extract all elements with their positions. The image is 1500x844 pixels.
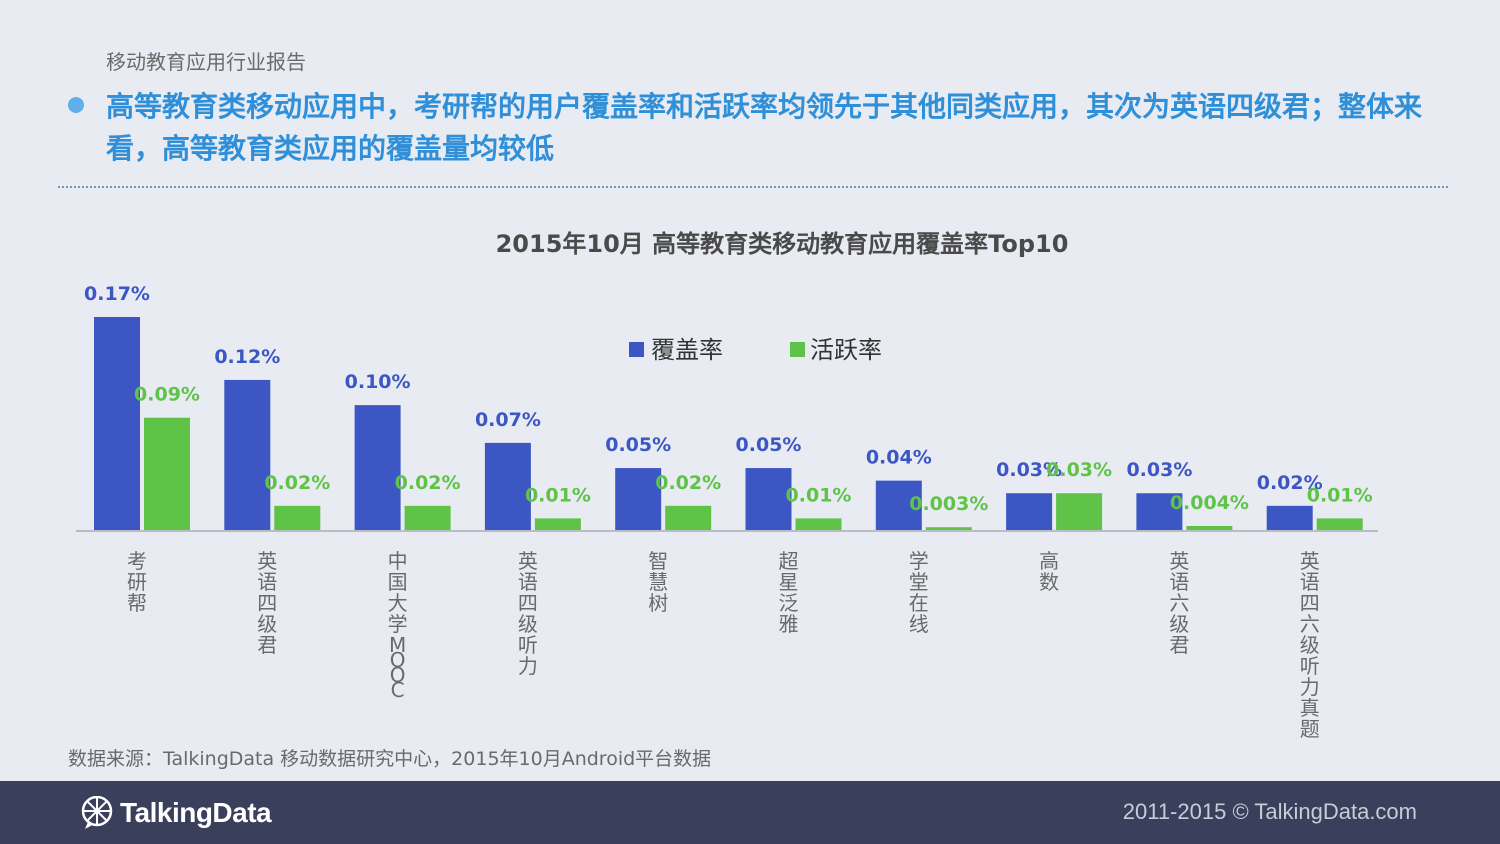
legend-label-coverage: 覆盖率 [651, 336, 723, 364]
data-label-coverage-7: 0.03% [996, 459, 1062, 481]
x-axis-categories: 考研帮 英语四级君 中国大学 M O O C 英语四级听力 智慧树 超星泛雅 学堂在线 高数 英语六级君… [127, 549, 1320, 741]
data-label-coverage-4: 0.05% [605, 434, 671, 456]
category-label-7: 高数 [1039, 549, 1059, 594]
legend-swatch-activity [790, 342, 805, 357]
talkingdata-logo-icon [81, 796, 113, 829]
legend-swatch-coverage [629, 342, 644, 357]
divider [58, 186, 1448, 188]
data-label-activity-8: 0.004% [1170, 492, 1249, 514]
data-label-activity-1: 0.02% [264, 472, 330, 494]
data-label-activity-9: 0.01% [1307, 484, 1373, 506]
bar-chart: 2015年10月 高等教育类移动教育应用覆盖率Top10 覆盖率 活跃率 0.1… [76, 230, 1378, 741]
bar-activity-5 [795, 518, 842, 531]
data-label-coverage-9: 0.02% [1257, 472, 1323, 494]
footer: TalkingData 2011-2015 © TalkingData.com [0, 781, 1500, 844]
data-label-activity-4: 0.02% [655, 472, 721, 494]
bar-activity-8 [1186, 525, 1233, 531]
data-label-coverage-6: 0.04% [866, 447, 932, 469]
bar-coverage-1 [224, 379, 271, 531]
category-label-2: 中国大学 M O O C [388, 549, 408, 702]
page-headline: 高等教育类移动应用中，考研帮的用户覆盖率和活跃率均领先于其他同类应用，其次为英语… [106, 90, 1423, 165]
bar-coverage-8 [1136, 493, 1183, 531]
bar-coverage-2 [354, 405, 401, 531]
chart-title: 2015年10月 高等教育类移动教育应用覆盖率Top10 [496, 230, 1069, 258]
category-label-6: 学堂在线 [909, 549, 929, 636]
data-label-coverage-1: 0.12% [214, 346, 280, 368]
data-label-activity-3: 0.01% [525, 484, 591, 506]
category-label-8: 英语六级君 [1169, 549, 1189, 657]
bar-coverage-3 [484, 442, 531, 531]
chart-legend: 覆盖率 活跃率 [629, 336, 882, 364]
report-label: 移动教育应用行业报告 [106, 50, 306, 74]
category-label-5: 超星泛雅 [779, 549, 799, 636]
footer-logo: TalkingData [80, 795, 272, 831]
bar-activity-6 [925, 527, 972, 531]
data-label-activity-2: 0.02% [395, 472, 461, 494]
data-label-activity-7: 0.03% [1046, 459, 1112, 481]
data-label-activity-5: 0.01% [786, 484, 852, 506]
data-label-coverage-8: 0.03% [1126, 459, 1192, 481]
data-label-coverage-3: 0.07% [475, 409, 541, 431]
copyright-text: 2011-2015 © TalkingData.com [1122, 799, 1417, 824]
bar-coverage-6 [875, 480, 922, 531]
bar-coverage-0 [94, 317, 140, 531]
bar-coverage-4 [615, 468, 662, 531]
bar-activity-0 [144, 417, 190, 531]
category-label-1: 英语四级君 [257, 549, 277, 657]
bar-activity-1 [274, 505, 321, 531]
bar-activity-9 [1316, 518, 1363, 531]
category-label-3: 英语四级听力 [518, 549, 538, 678]
bullet-icon [68, 97, 84, 113]
category-label-9: 英语四六级听力真题 [1300, 549, 1320, 741]
chart-bars: 0.17% 0.09% 0.12% 0.02% 0.10% 0.02% 0.07% 0.01%… [84, 283, 1373, 531]
data-label-coverage-5: 0.05% [736, 434, 802, 456]
bar-activity-7 [1056, 493, 1103, 531]
data-label-activity-0: 0.09% [134, 384, 200, 406]
data-source-note: 数据来源：TalkingData 移动数据研究中心，2015年10月Androi… [68, 748, 712, 770]
footer-logo-text: TalkingData [120, 797, 272, 828]
bar-coverage-9 [1266, 505, 1313, 531]
category-label-0: 考研帮 [127, 549, 147, 615]
bar-coverage-7 [1006, 493, 1053, 531]
bar-activity-2 [404, 505, 451, 531]
data-label-coverage-2: 0.10% [345, 371, 411, 393]
bar-activity-4 [665, 505, 712, 531]
bar-coverage-5 [745, 468, 792, 531]
bar-activity-3 [534, 518, 581, 531]
legend-label-activity: 活跃率 [810, 336, 882, 364]
category-label-4: 智慧树 [648, 549, 668, 615]
data-label-activity-6: 0.003% [909, 493, 988, 515]
data-label-coverage-0: 0.17% [84, 283, 150, 305]
